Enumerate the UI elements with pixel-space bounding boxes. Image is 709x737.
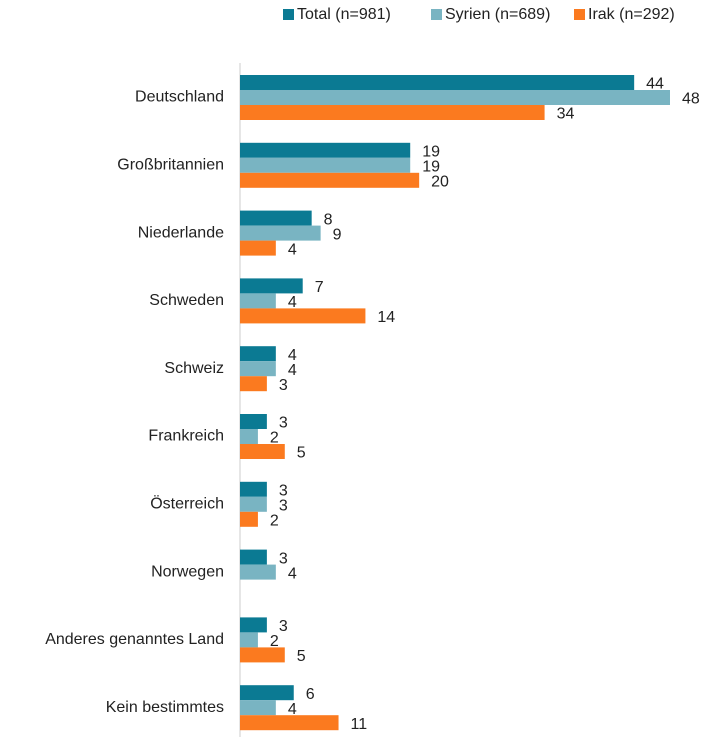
- value-label: 3: [279, 498, 288, 515]
- value-label: 5: [297, 445, 306, 462]
- category-label: Frankreich: [148, 428, 224, 445]
- value-label: 48: [682, 91, 700, 108]
- bar: [240, 293, 276, 309]
- bar: [240, 632, 258, 648]
- bar: [240, 278, 303, 294]
- value-label: 2: [270, 633, 279, 650]
- value-label: 2: [270, 513, 279, 530]
- value-label: 5: [297, 648, 306, 665]
- value-label: 4: [288, 294, 297, 311]
- value-label: 2: [270, 430, 279, 447]
- value-label: 19: [422, 159, 440, 176]
- bar: [240, 210, 312, 226]
- bar: [240, 564, 276, 580]
- legend-swatch: [283, 9, 294, 20]
- category-label: Schweiz: [164, 360, 224, 377]
- value-label: 4: [288, 701, 297, 718]
- value-label: 3: [279, 618, 288, 635]
- value-label: 34: [557, 106, 575, 123]
- bar: [240, 481, 267, 497]
- bar: [240, 157, 411, 173]
- bar: [240, 376, 267, 392]
- value-label: 11: [351, 716, 368, 733]
- value-label: 19: [422, 144, 440, 161]
- bar: [240, 511, 258, 527]
- value-label: 4: [288, 565, 297, 582]
- bar: [240, 549, 267, 565]
- category-label: Anderes genanntes Land: [45, 631, 224, 648]
- bar: [240, 444, 285, 459]
- bar: [240, 142, 411, 158]
- category-label: Kein bestimmtes: [106, 699, 224, 716]
- legend-label: Total (n=981): [297, 6, 391, 23]
- legend-swatch: [574, 9, 585, 20]
- bar: [240, 105, 545, 120]
- bar: [240, 617, 267, 633]
- value-label: 4: [288, 362, 297, 379]
- bar: [240, 240, 276, 256]
- bar: [240, 496, 267, 512]
- value-label: 4: [288, 241, 297, 258]
- legend-label: Irak (n=292): [588, 6, 675, 23]
- value-label: 9: [333, 226, 342, 243]
- category-label: Deutschland: [135, 89, 224, 106]
- value-label: 14: [377, 309, 395, 326]
- bar: [240, 75, 635, 90]
- value-label: 6: [306, 686, 315, 703]
- bar: [240, 700, 276, 716]
- bar: [240, 308, 366, 324]
- bar: [240, 346, 276, 362]
- value-label: 3: [279, 550, 288, 567]
- value-label: 20: [431, 174, 449, 191]
- bar: [240, 361, 276, 377]
- bar: [240, 685, 294, 701]
- value-label: 44: [646, 76, 664, 93]
- value-label: 3: [279, 483, 288, 500]
- category-label: Großbritannien: [117, 157, 224, 174]
- category-label: Norwegen: [151, 563, 224, 580]
- value-label: 3: [279, 377, 288, 394]
- category-label: Österreich: [150, 495, 224, 513]
- legend-swatch: [431, 9, 442, 20]
- category-label: Schweden: [149, 292, 224, 309]
- value-label: 4: [288, 347, 297, 364]
- bar: [240, 414, 267, 429]
- bar: [240, 715, 339, 731]
- legend-label: Syrien (n=689): [445, 6, 550, 23]
- value-label: 8: [324, 211, 333, 228]
- bar: [240, 647, 285, 663]
- bar: [240, 429, 258, 444]
- value-label: 7: [315, 279, 324, 296]
- bar: [240, 172, 420, 188]
- bar: [240, 90, 670, 105]
- value-label: 3: [279, 415, 288, 432]
- bar: [240, 225, 321, 241]
- category-label: Niederlande: [138, 224, 224, 241]
